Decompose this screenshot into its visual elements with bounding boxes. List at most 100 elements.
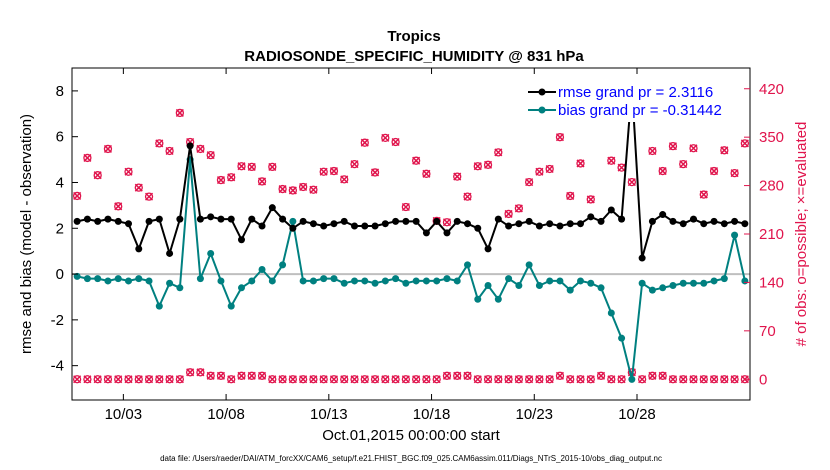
possible-marker: [627, 177, 637, 187]
evaluated-cross: [288, 375, 297, 384]
rmse-point: [453, 217, 461, 225]
rmse-point: [299, 217, 307, 225]
rmse-point: [145, 217, 153, 225]
rmse-point: [720, 220, 728, 228]
rmse-point: [176, 215, 184, 223]
possible-marker: [566, 191, 575, 201]
possible-cross: [679, 160, 688, 169]
bias-series: [73, 156, 749, 383]
possible-cross: [412, 156, 421, 165]
possible-cross: [576, 159, 585, 168]
evaluated-marker: [165, 375, 174, 384]
rmse-point: [340, 217, 348, 225]
evaluated-marker: [483, 375, 493, 384]
possible-cross: [73, 191, 82, 200]
bias-point: [166, 279, 174, 287]
bias-point: [114, 275, 122, 283]
possible-marker: [83, 153, 92, 163]
possible-cross: [720, 146, 729, 155]
possible-marker: [227, 173, 236, 182]
rmse-point: [238, 236, 245, 244]
possible-cross: [134, 183, 143, 192]
evaluated-cross: [484, 375, 493, 384]
evaluated-marker: [340, 375, 349, 384]
x-tick-label: 10/28: [618, 406, 656, 423]
evaluated-cross: [710, 375, 719, 384]
possible-cross: [730, 169, 739, 178]
y-left-tick-label: 2: [56, 220, 64, 237]
rmse-point: [525, 217, 533, 225]
rmse-point: [279, 215, 287, 223]
possible-marker: [360, 138, 369, 147]
possible-cross: [699, 190, 708, 199]
evaluated-cross: [134, 375, 143, 384]
possible-marker: [709, 166, 719, 176]
evaluated-marker: [360, 375, 369, 384]
bias-point: [309, 277, 317, 285]
evaluated-cross: [463, 371, 472, 380]
possible-marker: [720, 146, 729, 155]
possible-cross: [247, 162, 256, 171]
bias-point: [217, 277, 225, 285]
evaluated-cross: [247, 371, 256, 380]
evaluated-marker: [720, 375, 729, 384]
evaluated-marker: [401, 375, 411, 384]
evaluated-marker: [596, 371, 606, 380]
possible-marker: [298, 182, 308, 192]
possible-marker: [555, 133, 565, 142]
bias-point: [700, 279, 708, 287]
evaluated-marker: [535, 375, 544, 384]
evaluated-cross: [689, 375, 698, 384]
y-axis-right-label: # of obs: o=possible; ×=evaluated: [793, 122, 810, 347]
possible-cross: [165, 146, 174, 156]
evaluated-marker: [103, 375, 113, 384]
bias-point: [648, 286, 656, 294]
possible-marker: [411, 156, 421, 165]
rmse-point: [309, 220, 317, 228]
evaluated-marker: [545, 375, 554, 384]
bias-point: [289, 217, 297, 225]
bias-point: [607, 309, 615, 317]
x-axis: 10/03 10/08 10/13 10/18 10/23 10/28: [105, 68, 656, 423]
x-tick-label: 10/03: [105, 406, 143, 423]
evaluated-cross: [720, 375, 729, 384]
evaluated-cross: [473, 375, 482, 384]
evaluated-cross: [391, 375, 400, 384]
possible-cross: [350, 160, 359, 169]
possible-marker: [401, 202, 411, 212]
possible-cross: [514, 204, 523, 213]
possible-cross: [710, 167, 719, 176]
y-left-tick-label: 0: [56, 266, 64, 283]
bias-point: [371, 279, 379, 287]
evaluated-marker: [555, 371, 565, 380]
possible-cross: [607, 156, 616, 165]
evaluated-cross: [545, 375, 554, 384]
evaluated-marker: [124, 375, 133, 384]
rmse-point: [104, 215, 112, 223]
evaluated-marker: [504, 375, 513, 384]
bias-point: [125, 277, 132, 285]
rmse-point: [474, 224, 482, 232]
rmse-point: [618, 215, 626, 223]
rmse-point: [700, 220, 708, 228]
possible-marker: [216, 175, 226, 185]
possible-marker: [288, 186, 298, 195]
evaluated-marker: [576, 375, 585, 384]
possible-cross: [237, 162, 246, 171]
evaluated-marker: [658, 371, 667, 380]
possible-marker: [535, 167, 544, 176]
evaluated-series: [72, 368, 750, 384]
possible-marker: [453, 172, 462, 181]
possible-marker: [268, 162, 277, 172]
possible-marker: [309, 185, 318, 194]
bias-point: [618, 334, 626, 342]
bias-point: [484, 282, 492, 290]
evaluated-cross: [196, 368, 205, 377]
possible-marker: [442, 218, 452, 227]
possible-marker: [545, 164, 554, 174]
bias-point: [494, 295, 502, 303]
possible-marker: [165, 146, 174, 156]
possible-cross: [319, 167, 328, 176]
y-left-tick-label: -4: [51, 358, 64, 375]
bias-point: [546, 277, 554, 285]
